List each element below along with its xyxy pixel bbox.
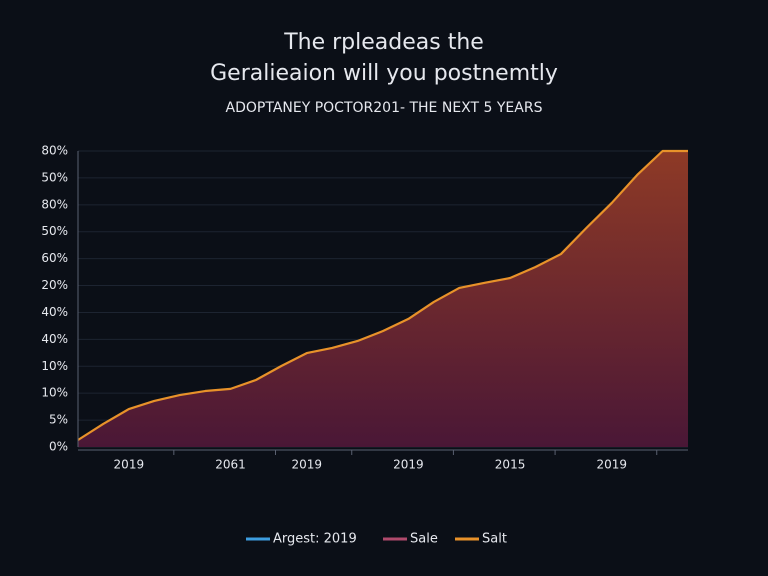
y-tick-label: 0% (49, 440, 68, 454)
y-tick-label: 5% (49, 413, 68, 427)
y-tick-label: 50% (41, 224, 68, 238)
y-tick-label: 10% (41, 359, 68, 373)
line (77, 149, 688, 441)
x-tick-label: 2019 (291, 458, 322, 472)
x-tick-label: 2019 (393, 458, 424, 472)
legend-label: Argest: 2019 (273, 532, 357, 547)
x-tick-label: 2015 (495, 458, 526, 472)
y-tick-label: 50% (41, 170, 68, 184)
y-tick-label: 60% (41, 251, 68, 265)
y-tick-label: 10% (41, 386, 68, 400)
y-tick-label: 80% (41, 144, 68, 158)
area (78, 151, 688, 447)
y-tick-label: 40% (41, 305, 68, 319)
y-tick-label: 80% (41, 197, 68, 211)
chart-title: Geralieaion will you postnemtly (210, 61, 558, 86)
legend-label: Sale (410, 532, 438, 547)
y-tick-label: 40% (41, 332, 68, 346)
x-tick-label: 2019 (114, 458, 145, 472)
legend-label: Salt (482, 532, 507, 547)
chart-subtitle: ADOPTANEY POCTOR201- THE NEXT 5 YEARS (226, 100, 543, 116)
y-tick-label: 20% (41, 278, 68, 292)
x-tick-label: 2061 (215, 458, 246, 472)
x-tick-label: 2019 (596, 458, 627, 472)
chart-title: The rpleadeas the (283, 30, 484, 55)
